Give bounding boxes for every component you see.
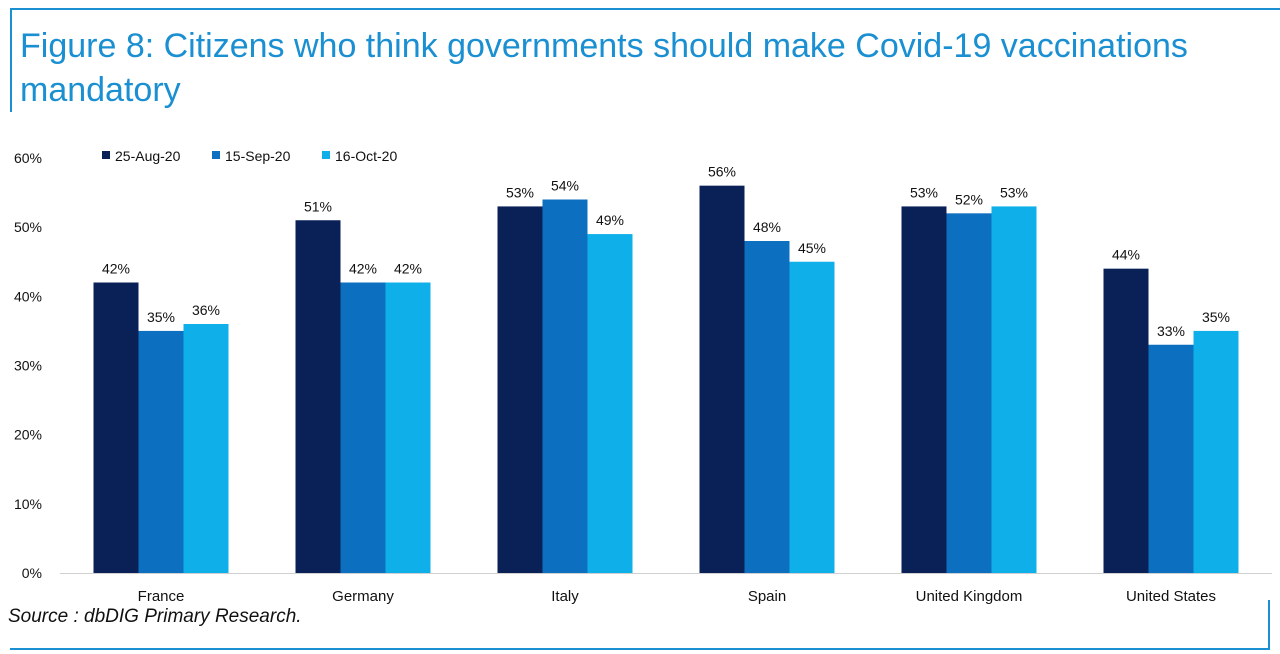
frame-bottom-border — [10, 648, 1270, 650]
bar-16-oct-20 — [587, 234, 633, 574]
bar-data-label: 42% — [102, 261, 130, 277]
x-tick-label: United States — [1126, 588, 1216, 605]
bar-data-label: 35% — [1202, 309, 1230, 325]
bar-data-label: 54% — [551, 178, 579, 194]
bar-15-sep-20 — [946, 213, 992, 574]
y-tick-label: 10% — [14, 496, 42, 512]
bar-data-label: 42% — [394, 261, 422, 277]
bar-15-sep-20 — [1148, 344, 1194, 573]
bar-15-sep-20 — [542, 199, 588, 573]
source-note: Source : dbDIG Primary Research. — [8, 606, 302, 627]
bar-16-oct-20 — [991, 206, 1037, 573]
bar-15-sep-20 — [138, 330, 184, 573]
y-tick-label: 50% — [14, 219, 42, 235]
y-tick-label: 30% — [14, 358, 42, 374]
x-tick-label: United Kingdom — [916, 588, 1023, 605]
bar-data-label: 36% — [192, 302, 220, 318]
frame-left-border — [10, 8, 12, 112]
bar-15-sep-20 — [340, 282, 386, 573]
bar-data-label: 49% — [596, 212, 624, 228]
bar-25-aug-20 — [497, 206, 543, 573]
legend-swatch — [102, 151, 110, 159]
y-tick-label: 40% — [14, 288, 42, 304]
bar-data-label: 48% — [753, 219, 781, 235]
x-tick-label: Germany — [332, 588, 394, 605]
legend-swatch — [212, 151, 220, 159]
x-tick-label: Spain — [748, 588, 786, 605]
bar-16-oct-20 — [1193, 330, 1239, 573]
bar-data-label: 44% — [1112, 247, 1140, 263]
bar-data-label: 42% — [349, 261, 377, 277]
bar-data-label: 53% — [506, 184, 534, 200]
bar-25-aug-20 — [295, 220, 341, 573]
bar-25-aug-20 — [699, 185, 745, 573]
legend-label: 25-Aug-20 — [115, 148, 181, 164]
x-tick-label: France — [138, 588, 185, 605]
frame-right-border — [1268, 600, 1270, 650]
bar-data-label: 53% — [910, 184, 938, 200]
bar-16-oct-20 — [789, 261, 835, 573]
bar-16-oct-20 — [385, 282, 431, 573]
frame-top-border — [10, 8, 1280, 10]
y-tick-label: 20% — [14, 427, 42, 443]
bar-data-label: 51% — [304, 198, 332, 214]
y-tick-label: 60% — [14, 150, 42, 166]
bar-data-label: 53% — [1000, 184, 1028, 200]
bar-15-sep-20 — [744, 241, 790, 573]
x-tick-label: Italy — [551, 588, 579, 605]
bar-data-label: 52% — [955, 191, 983, 207]
legend-swatch — [322, 151, 330, 159]
bar-data-label: 56% — [708, 164, 736, 180]
bar-25-aug-20 — [93, 282, 139, 573]
bar-data-label: 35% — [147, 309, 175, 325]
chart-title: Figure 8: Citizens who think governments… — [20, 27, 1188, 109]
bar-16-oct-20 — [183, 324, 229, 573]
legend-label: 15-Sep-20 — [225, 148, 291, 164]
y-tick-label: 0% — [22, 565, 42, 581]
bar-data-label: 45% — [798, 240, 826, 256]
bar-25-aug-20 — [1103, 268, 1149, 573]
legend-label: 16-Oct-20 — [335, 148, 397, 164]
bar-25-aug-20 — [901, 206, 947, 573]
bar-data-label: 33% — [1157, 323, 1185, 339]
